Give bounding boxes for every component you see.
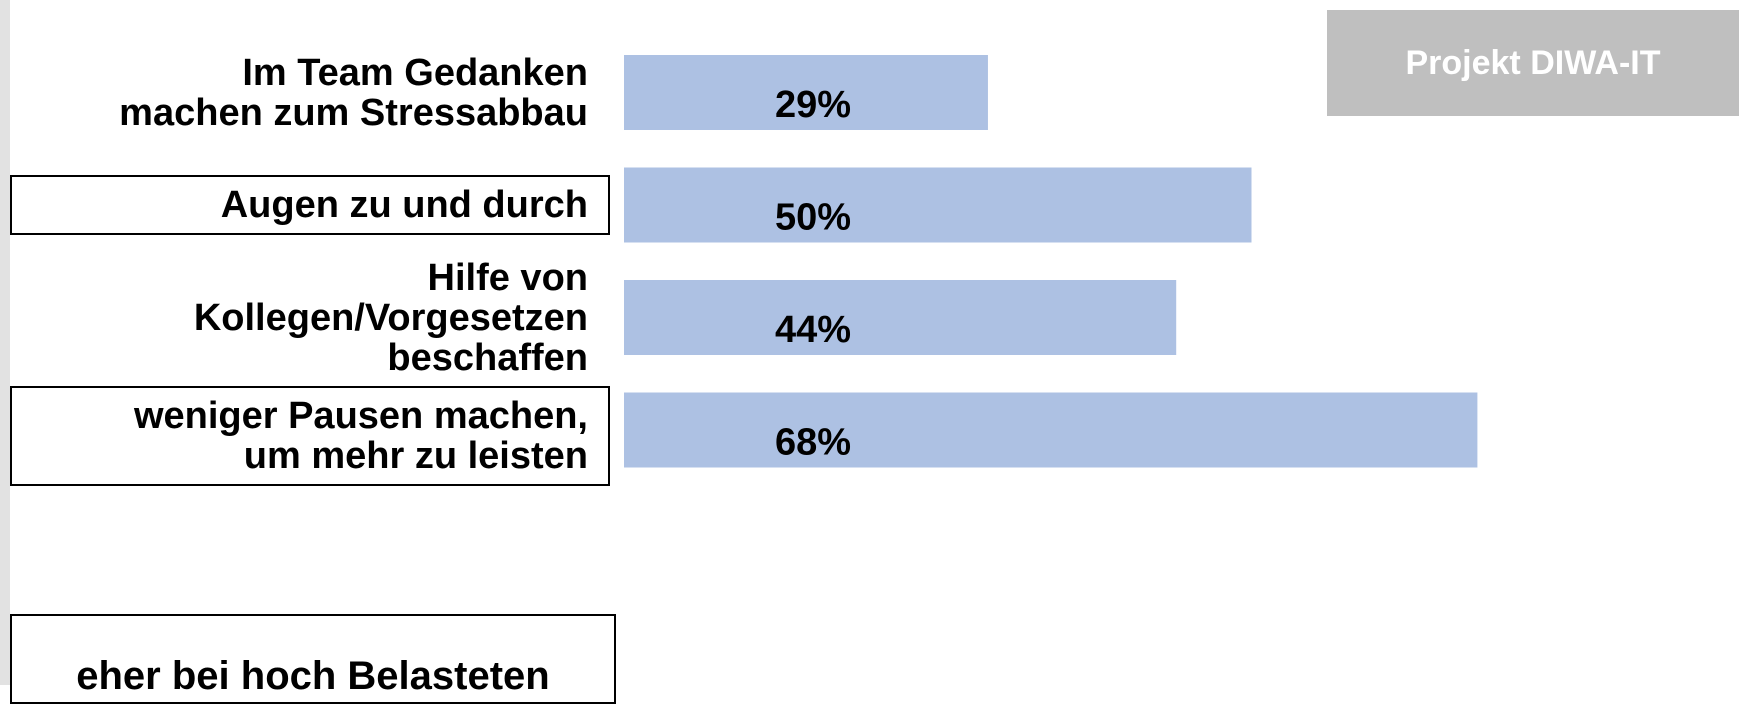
- side-strip: [0, 0, 10, 685]
- bar: [624, 280, 1177, 355]
- category-label: Hilfe von Kollegen/Vorgesetzen beschaffe…: [193, 256, 588, 379]
- category-label: Im Team Gedanken machen zum Stressabbau: [119, 51, 588, 134]
- value-label: 68%: [775, 422, 851, 464]
- bar: [624, 392, 1478, 468]
- note-box: eher bei hoch Belasteten: [10, 614, 616, 704]
- value-label: 50%: [775, 197, 851, 239]
- category-label: weniger Pausen machen, um mehr zu leiste…: [10, 386, 610, 486]
- value-label: 44%: [775, 309, 851, 351]
- value-label: 29%: [775, 84, 851, 126]
- chart: 29% 50% 44% 68%: [624, 55, 1478, 468]
- bar: [624, 55, 988, 130]
- project-badge: Projekt DIWA-IT: [1327, 10, 1739, 116]
- bar: [624, 167, 1252, 243]
- category-label: Augen zu und durch: [10, 175, 610, 235]
